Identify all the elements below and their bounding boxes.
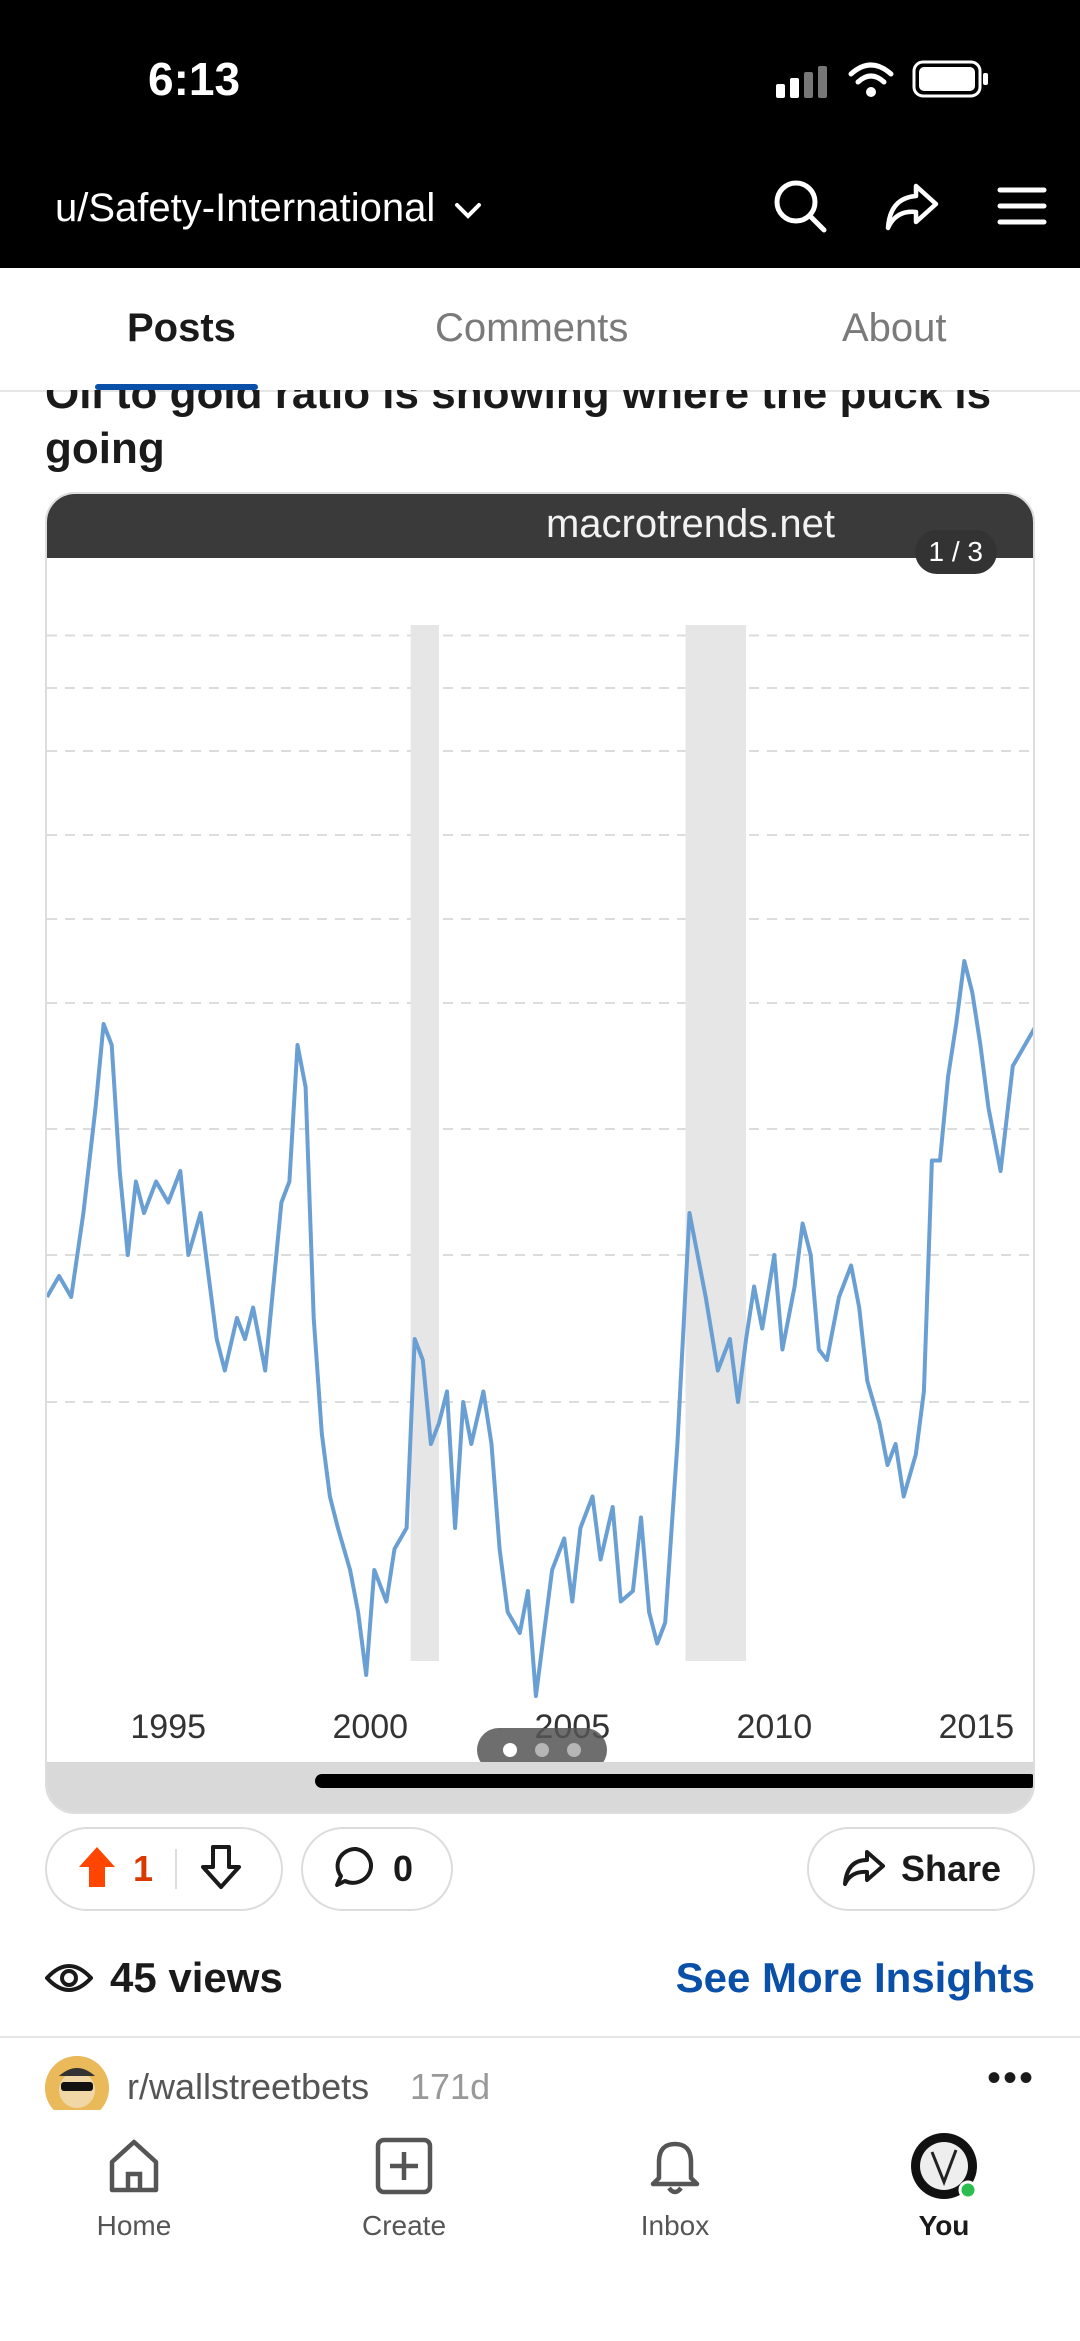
vote-pill: 1	[45, 1827, 283, 1911]
tab-comments[interactable]: Comments	[435, 306, 629, 350]
view-count: 45 views	[110, 1954, 283, 2001]
vote-count: 1	[133, 1848, 154, 1889]
recession-shade	[410, 625, 439, 1661]
avatar-icon	[844, 2130, 1044, 2202]
image-header: macrotrends.net	[47, 494, 1033, 558]
post-title[interactable]: Oil to gold ratio is showing where the p…	[45, 390, 992, 473]
recession-shade	[685, 625, 747, 1661]
comment-count: 0	[393, 1848, 414, 1889]
carousel-dot[interactable]	[503, 1743, 517, 1757]
home-icon	[34, 2130, 234, 2202]
page-counter: 1 / 3	[914, 530, 997, 574]
search-icon[interactable]	[770, 176, 830, 241]
signal-icon	[776, 64, 828, 98]
x-tick-label: 2000	[332, 1708, 408, 1746]
image-watermark: macrotrends.net	[545, 502, 835, 546]
tab-posts[interactable]: Posts	[127, 306, 236, 350]
status-bar: 6:13	[0, 0, 1080, 150]
oil-gold-ratio-chart: 1995 2000 2005 2010 2015	[47, 625, 1033, 1746]
post-title-container: Oil to gold ratio is showing where the p…	[0, 390, 1080, 500]
subreddit-name[interactable]: r/wallstreetbets	[127, 2066, 370, 2107]
share-icon[interactable]	[882, 176, 942, 241]
status-time: 6:13	[148, 53, 241, 105]
nav-home-label: Home	[96, 2210, 172, 2241]
post-media-carousel[interactable]: macrotrends.net 1 / 3 1995 2000 2005 2010 20…	[45, 492, 1035, 1814]
eye-icon	[44, 1958, 94, 2003]
profile-switcher[interactable]: u/Safety-International	[55, 186, 483, 231]
battery-icon	[912, 60, 990, 98]
chart-range-scrubber[interactable]	[47, 1762, 1033, 1812]
see-more-insights-link[interactable]: See More Insights	[675, 1954, 1035, 2001]
series-line	[47, 959, 1033, 1698]
comment-icon	[333, 1844, 379, 1895]
carousel-dot[interactable]	[567, 1743, 581, 1757]
next-post-header: r/wallstreetbets 171d •••	[45, 2056, 1035, 2120]
scrubber-track[interactable]	[315, 1774, 1033, 1788]
bottom-navigation: Home Create Inbox You	[0, 2110, 1080, 2341]
nav-create-label: Create	[361, 2210, 447, 2241]
tab-about[interactable]: About	[842, 306, 947, 350]
subreddit-avatar[interactable]	[45, 2056, 109, 2120]
nav-inbox-label: Inbox	[640, 2210, 710, 2241]
app-bar: u/Safety-International	[0, 150, 1080, 268]
more-options-icon[interactable]: •••	[986, 2056, 1035, 2100]
chevron-down-icon	[453, 186, 483, 231]
x-tick-label: 1995	[130, 1708, 206, 1746]
comments-button[interactable]: 0	[301, 1827, 453, 1911]
carousel-dot[interactable]	[535, 1743, 549, 1757]
share-label: Share	[901, 1848, 1002, 1889]
profile-username: u/Safety-International	[55, 186, 436, 230]
create-icon	[304, 2130, 504, 2202]
post-divider	[0, 2036, 1080, 2038]
share-icon	[841, 1844, 887, 1895]
profile-tabs: Posts Comments About	[0, 268, 1080, 392]
upvote-icon[interactable]	[75, 1843, 119, 1896]
nav-inbox[interactable]: Inbox	[575, 2130, 775, 2242]
nav-you-label: You	[918, 2210, 970, 2241]
bell-icon	[575, 2130, 775, 2202]
insights-row: 45 views See More Insights	[44, 1950, 1035, 2010]
post-age: 171d	[410, 2066, 491, 2107]
active-tab-indicator	[95, 384, 258, 390]
nav-create[interactable]: Create	[304, 2130, 504, 2242]
vote-divider	[175, 1849, 178, 1889]
wifi-icon	[848, 60, 894, 100]
downvote-icon[interactable]	[199, 1843, 243, 1896]
menu-icon[interactable]	[994, 176, 1050, 241]
post-actions: 1 0 Share	[45, 1827, 1035, 1913]
nav-home[interactable]: Home	[34, 2130, 234, 2242]
x-tick-label: 2015	[939, 1708, 1015, 1746]
nav-you[interactable]: You	[844, 2130, 1044, 2242]
x-tick-label: 2010	[737, 1708, 813, 1746]
share-button[interactable]: Share	[807, 1827, 1035, 1911]
